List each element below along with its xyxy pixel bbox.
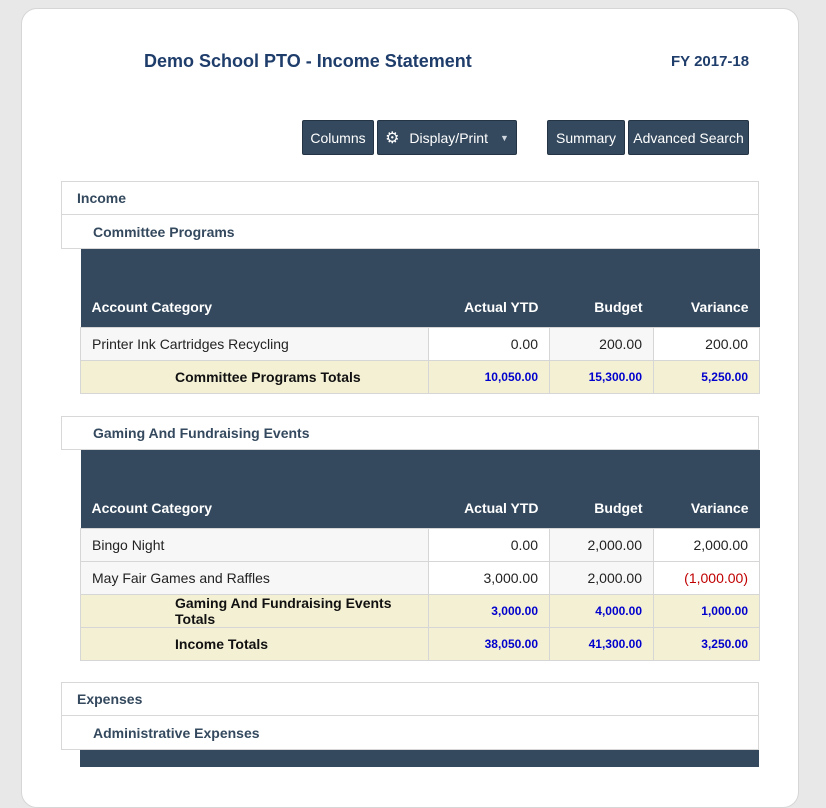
report-title: Demo School PTO - Income Statement	[144, 51, 472, 71]
table-row: Bingo Night 0.00 2,000.00 2,000.00	[80, 527, 760, 562]
account-name[interactable]: May Fair Games and Raffles	[80, 560, 429, 595]
col-actual-ytd[interactable]: Actual YTD	[428, 249, 550, 327]
totals-label: Committee Programs Totals	[80, 359, 429, 394]
table-row: Printer Ink Cartridges Recycling 0.00 20…	[80, 326, 760, 361]
income-total-variance: 3,250.00	[653, 626, 760, 661]
col-account-category[interactable]: Account Category	[80, 450, 429, 528]
variance-value: 200.00	[653, 326, 760, 361]
col-budget[interactable]: Budget	[549, 249, 654, 327]
budget-value: 2,000.00	[549, 560, 654, 595]
actual-value: 3,000.00	[428, 560, 550, 595]
gear-icon: ⚙	[385, 129, 400, 147]
income-totals-label: Income Totals	[80, 626, 429, 661]
display-print-button-label: Display/Print	[409, 129, 488, 146]
col-budget[interactable]: Budget	[549, 450, 654, 528]
section-administrative-expenses-label: Administrative Expenses	[93, 724, 260, 741]
section-expenses-label: Expenses	[77, 691, 143, 707]
table-row: May Fair Games and Raffles 3,000.00 2,00…	[80, 560, 760, 595]
col-actual-ytd[interactable]: Actual YTD	[428, 450, 550, 528]
total-variance: 5,250.00	[653, 359, 760, 394]
summary-button[interactable]: Summary	[547, 120, 625, 155]
committee-programs-table: Account Category Actual YTD Budget Varia…	[80, 249, 760, 394]
caret-down-icon: ▼	[500, 132, 509, 143]
total-variance: 1,000.00	[653, 593, 760, 628]
display-print-button[interactable]: ⚙ Display/Print ▼	[377, 120, 517, 155]
account-name[interactable]: Bingo Night	[80, 527, 429, 562]
section-committee-programs[interactable]: Committee Programs	[61, 215, 759, 249]
totals-label: Gaming And Fundraising Events Totals	[80, 593, 429, 628]
advanced-search-button[interactable]: Advanced Search	[628, 120, 749, 155]
col-variance[interactable]: Variance	[653, 249, 760, 327]
fiscal-year-label: FY 2017-18	[671, 53, 750, 70]
gaming-fundraising-table: Account Category Actual YTD Budget Varia…	[80, 450, 760, 661]
administrative-table-header	[80, 750, 759, 767]
actual-value: 0.00	[428, 527, 550, 562]
total-actual: 10,050.00	[428, 359, 550, 394]
totals-row: Gaming And Fundraising Events Totals 3,0…	[80, 593, 760, 628]
budget-value: 2,000.00	[549, 527, 654, 562]
account-name[interactable]: Printer Ink Cartridges Recycling	[80, 326, 429, 361]
variance-value: 2,000.00	[653, 527, 760, 562]
summary-button-label: Summary	[556, 129, 616, 146]
col-account-category[interactable]: Account Category	[80, 249, 429, 327]
columns-button-label: Columns	[310, 129, 366, 146]
section-income[interactable]: Income	[61, 181, 759, 215]
variance-value-negative: (1,000.00)	[653, 560, 760, 595]
advanced-search-button-label: Advanced Search	[633, 129, 744, 146]
budget-value: 200.00	[549, 326, 654, 361]
income-totals-row: Income Totals 38,050.00 41,300.00 3,250.…	[80, 626, 760, 661]
section-gaming-fundraising[interactable]: Gaming And Fundraising Events	[61, 416, 759, 450]
total-budget: 4,000.00	[549, 593, 654, 628]
section-gaming-fundraising-label: Gaming And Fundraising Events	[93, 425, 310, 441]
total-actual: 3,000.00	[428, 593, 550, 628]
section-administrative-expenses[interactable]: Administrative Expenses	[61, 716, 759, 750]
section-expenses[interactable]: Expenses	[61, 682, 759, 716]
actual-value: 0.00	[428, 326, 550, 361]
section-income-label: Income	[77, 190, 127, 206]
section-committee-programs-label: Committee Programs	[93, 223, 235, 240]
total-budget: 15,300.00	[549, 359, 654, 394]
col-variance[interactable]: Variance	[653, 450, 760, 528]
totals-row: Committee Programs Totals 10,050.00 15,3…	[80, 359, 760, 394]
income-total-actual: 38,050.00	[428, 626, 550, 661]
income-total-budget: 41,300.00	[549, 626, 654, 661]
columns-button[interactable]: Columns	[302, 120, 374, 155]
